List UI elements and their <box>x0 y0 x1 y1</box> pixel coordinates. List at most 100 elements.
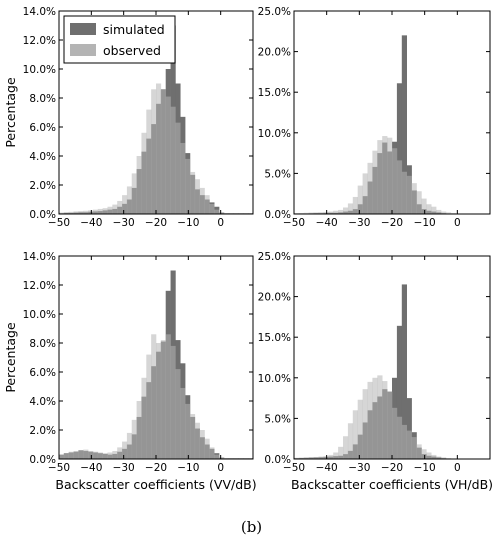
y-tick-label: 25.0% <box>258 6 291 18</box>
bar-observed <box>170 345 176 459</box>
bar-observed <box>209 203 215 214</box>
y-tick-label: 0.0% <box>264 454 291 466</box>
bar-observed <box>112 451 118 459</box>
bar-observed <box>107 452 113 459</box>
bar-observed <box>357 185 363 214</box>
bar-observed <box>97 452 103 459</box>
bar-observed <box>436 209 442 214</box>
y-tick-label: 6.0% <box>29 367 56 379</box>
bar-observed <box>338 446 344 459</box>
bar-observed <box>406 430 412 459</box>
bar-observed <box>328 454 334 459</box>
bar-observed <box>333 452 339 459</box>
x-tick-label: 0 <box>454 462 461 474</box>
y-tick-label: 2.0% <box>29 425 56 437</box>
bar-observed <box>411 437 417 459</box>
y-tick-label: 4.0% <box>29 396 56 408</box>
bar-observed <box>97 208 103 214</box>
legend-label-simulated: simulated <box>103 22 165 37</box>
bar-observed <box>396 160 403 214</box>
bar-observed <box>396 416 403 459</box>
bar-simulated <box>396 325 403 459</box>
x-tick-label: −20 <box>145 217 167 229</box>
y-tick-label: 14.0% <box>23 6 56 18</box>
bar-observed <box>328 211 334 214</box>
x-tick-label: −30 <box>113 217 135 229</box>
bar-observed <box>303 457 309 459</box>
x-tick-label: −10 <box>414 217 436 229</box>
legend: simulated observed <box>63 15 176 64</box>
bar-observed <box>78 211 84 214</box>
x-axis-label: Backscatter coefficients (VV/dB) <box>55 477 256 492</box>
bar-observed <box>421 198 427 214</box>
x-tick-label: −20 <box>381 217 403 229</box>
y-tick-label: 20.0% <box>258 292 291 304</box>
bar-observed <box>141 377 147 459</box>
y-tick-label: 6.0% <box>29 122 56 134</box>
bar-observed <box>194 179 200 214</box>
bar-simulated <box>406 398 412 459</box>
bar-observed <box>122 441 128 459</box>
bar-observed <box>117 200 123 214</box>
bar-observed <box>165 334 171 459</box>
bar-observed <box>343 436 349 459</box>
y-tick-label: 4.0% <box>29 151 56 163</box>
bar-observed <box>136 156 142 214</box>
bar-observed <box>382 381 388 459</box>
chart-panel-top-left: −50 −40 −30 −20 −10 0 0.0% 2.0% 4.0% 6.0% 8.0% 10.0… <box>3 6 254 229</box>
y-tick-label: 15.0% <box>258 87 291 99</box>
bar-observed <box>372 377 378 459</box>
bar-observed <box>88 451 94 459</box>
bar-observed <box>141 132 147 214</box>
y-tick-label: 15.0% <box>258 332 291 344</box>
bar-simulated <box>401 284 407 459</box>
bar-observed <box>352 410 358 459</box>
x-tick-label: 0 <box>454 217 461 229</box>
bar-observed <box>401 424 407 459</box>
x-tick-label: −30 <box>348 462 370 474</box>
y-tick-label: 10.0% <box>23 309 56 321</box>
y-tick-label: 12.0% <box>23 35 56 47</box>
bar-observed <box>68 211 74 214</box>
bar-observed <box>78 450 84 459</box>
bar-observed <box>219 212 225 214</box>
y-tick-label: 10.0% <box>258 128 291 140</box>
bar-observed <box>436 456 442 459</box>
x-tick-label: −30 <box>348 217 370 229</box>
bar-observed <box>323 211 329 214</box>
bar-observed <box>367 381 373 459</box>
bar-observed <box>392 407 398 459</box>
bar-observed <box>352 196 358 214</box>
bar-observed <box>441 457 447 459</box>
y-tick-label: 5.0% <box>264 168 291 180</box>
bar-observed <box>318 212 324 214</box>
bar-observed <box>92 209 99 214</box>
y-axis-label: Percentage <box>3 77 18 148</box>
bar-observed <box>313 212 319 214</box>
y-tick-label: 5.0% <box>264 413 291 425</box>
x-tick-label: 0 <box>217 462 224 474</box>
x-tick-label: 0 <box>217 217 224 229</box>
bar-observed <box>209 447 215 459</box>
x-tick-label: −30 <box>113 462 135 474</box>
bar-observed <box>401 171 407 214</box>
x-tick-label: −50 <box>283 217 305 229</box>
bar-observed <box>59 454 65 459</box>
bar-observed <box>214 454 220 459</box>
x-tick-label: −20 <box>381 462 403 474</box>
bar-observed <box>416 191 422 214</box>
x-tick-label: −50 <box>48 217 70 229</box>
bar-observed <box>387 391 393 459</box>
bar-observed <box>131 173 137 214</box>
bar-observed <box>175 122 181 214</box>
bar-simulated <box>401 35 407 214</box>
bar-observed <box>303 212 309 214</box>
bar-observed <box>362 389 368 459</box>
bar-observed <box>175 369 181 459</box>
bar-simulated <box>396 83 403 215</box>
bar-observed <box>151 89 157 214</box>
bar-observed <box>117 447 123 459</box>
figure-caption: (b) <box>240 518 263 536</box>
bar-observed <box>308 457 314 459</box>
x-tick-label: −50 <box>283 462 305 474</box>
